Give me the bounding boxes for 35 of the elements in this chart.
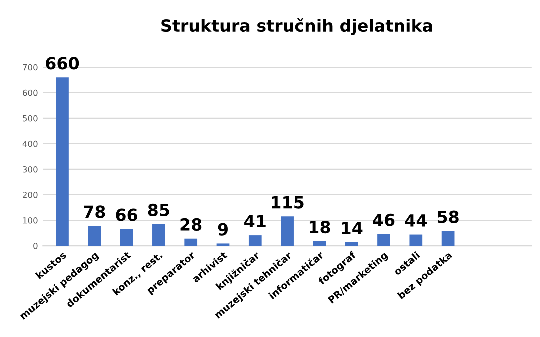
bar (56, 78, 69, 246)
y-tick-label: 700 (23, 64, 38, 71)
bar (442, 231, 455, 246)
y-tick-label: 500 (23, 115, 38, 122)
bar (184, 238, 198, 246)
bar (378, 234, 390, 246)
data-label: 28 (180, 218, 202, 232)
data-label: 85 (148, 204, 170, 216)
bar (313, 241, 326, 246)
bar (248, 236, 262, 246)
data-label: 78 (84, 206, 106, 218)
bar (216, 244, 230, 246)
data-label: 46 (373, 214, 395, 226)
bar (88, 226, 102, 246)
y-tick-label: 300 (23, 166, 38, 173)
data-label: 660 (46, 57, 80, 70)
bar (120, 229, 134, 246)
data-label: 66 (116, 208, 138, 222)
data-label: 18 (310, 220, 330, 234)
bar (345, 242, 358, 246)
y-tick-label: 200 (23, 192, 38, 198)
bar (410, 234, 423, 246)
data-label: 9 (218, 223, 228, 236)
data-label: 58 (438, 210, 459, 224)
y-tick-label: 100 (23, 217, 38, 224)
bar (281, 216, 294, 246)
y-tick-label: 600 (23, 90, 38, 96)
data-label: 44 (405, 214, 427, 227)
chart-title: Struktura stručnih djelatnika (162, 18, 432, 36)
data-label: 41 (244, 215, 266, 228)
y-tick-label: 400 (22, 140, 38, 148)
data-label: 14 (342, 222, 363, 234)
data-label: 115 (272, 196, 304, 209)
y-tick-label: 0 (34, 242, 38, 250)
bar (152, 224, 166, 246)
